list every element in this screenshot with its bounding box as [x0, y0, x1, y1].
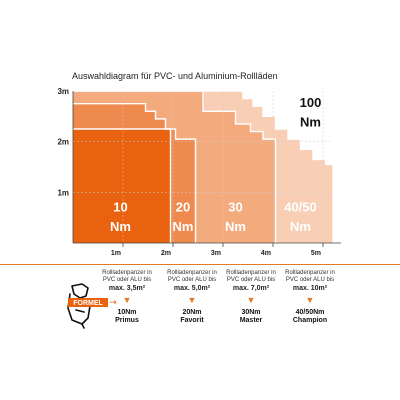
- arrow-down-icon: ▼: [246, 295, 256, 305]
- arrow-down-icon: ▼: [187, 295, 197, 305]
- arrow-down-icon: ▼: [122, 295, 132, 305]
- legend-desc-line2: PVC oder ALU bis: [285, 277, 335, 283]
- x-tick-label: 4m: [261, 250, 271, 257]
- legend-desc-line1: Rollladenpanzer in: [102, 270, 152, 276]
- x-tick-label: 2m: [161, 250, 171, 257]
- x-tick-label: 5m: [311, 250, 321, 257]
- x-tick-label: 1m: [111, 250, 121, 257]
- zone-label-10nm-unit: Nm: [110, 219, 131, 234]
- zone-label-40-50nm-value: 40/50: [284, 200, 317, 215]
- chart-title: Auswahldiagram für PVC- und Aluminium-Ro…: [72, 71, 278, 81]
- zone-label-30nm-value: 30: [228, 200, 242, 215]
- legend-model: Primus: [115, 317, 139, 324]
- y-tick-label: 3m: [57, 87, 69, 96]
- formel-label: FORMEL: [73, 300, 103, 307]
- legend-model: Champion: [292, 317, 328, 324]
- formel-logo: FORMEL →: [67, 283, 117, 329]
- legend-column-20nm: Rollladenpanzer in PVC oder ALU bis max.…: [161, 270, 223, 325]
- legend-desc-line1: Rollladenpanzer in: [167, 270, 217, 276]
- separator-line: [0, 264, 400, 265]
- legend-torque: 40/50Nm: [295, 309, 325, 316]
- zone-10nm-boundary: [73, 128, 172, 243]
- legend-column-10nm: Rollladenpanzer in PVC oder ALU bis max.…: [96, 270, 158, 325]
- zone-20nm-boundary: [73, 102, 197, 243]
- zone-10nm: [73, 129, 171, 243]
- legend-desc-line1: Rollladenpanzer in: [285, 270, 335, 276]
- zone-label-40-50nm-unit: Nm: [290, 219, 311, 234]
- zone-label-30nm-unit: Nm: [225, 219, 246, 234]
- zone-label-20nm-unit: Nm: [173, 219, 194, 234]
- legend-torque: 30Nm: [241, 309, 261, 316]
- y-tick-label: 1m: [57, 188, 69, 197]
- zone-label-10nm-value: 10: [113, 200, 127, 215]
- arrow-down-icon: ▼: [305, 295, 315, 305]
- zone-label-100nm-value: 100: [300, 95, 322, 110]
- legend-column-30nm: Rollladenpanzer in PVC oder ALU bis max.…: [220, 270, 282, 325]
- legend-model: Favorit: [180, 317, 204, 324]
- chart: 3m 2m 1m 1m 2m 3m 4m 5m 10 Nm 20 Nm 30 Nm 40/50 Nm 100…: [57, 87, 341, 257]
- zone-40-50nm-boundary: [73, 90, 334, 243]
- y-tick-label: 2m: [57, 138, 69, 147]
- legend-max-area: max. 10m²: [292, 285, 328, 292]
- legend-max-area: max. 7,0m²: [232, 285, 270, 292]
- legend-column-40-50nm: Rollladenpanzer in PVC oder ALU bis max.…: [279, 270, 341, 325]
- legend-model: Master: [239, 317, 263, 324]
- legend-desc-line1: Rollladenpanzer in: [226, 270, 276, 276]
- legend-torque: 10Nm: [117, 309, 137, 316]
- legend-desc-line2: PVC oder ALU bis: [226, 277, 276, 283]
- formel-arrow: →: [109, 298, 117, 308]
- zone-30nm-boundary: [73, 90, 277, 243]
- legend-max-area: max. 5,0m²: [173, 285, 211, 292]
- legend-max-area: max. 3,5m²: [108, 285, 146, 292]
- x-tick-label: 3m: [211, 250, 221, 257]
- legend-desc-line2: PVC oder ALU bis: [167, 277, 217, 283]
- zone-label-20nm-value: 20: [176, 200, 190, 215]
- formel-badge: [68, 298, 108, 307]
- zone-label-100nm-unit: Nm: [300, 114, 321, 129]
- legend-desc-line2: PVC oder ALU bis: [102, 277, 152, 283]
- legend-torque: 20Nm: [182, 309, 202, 316]
